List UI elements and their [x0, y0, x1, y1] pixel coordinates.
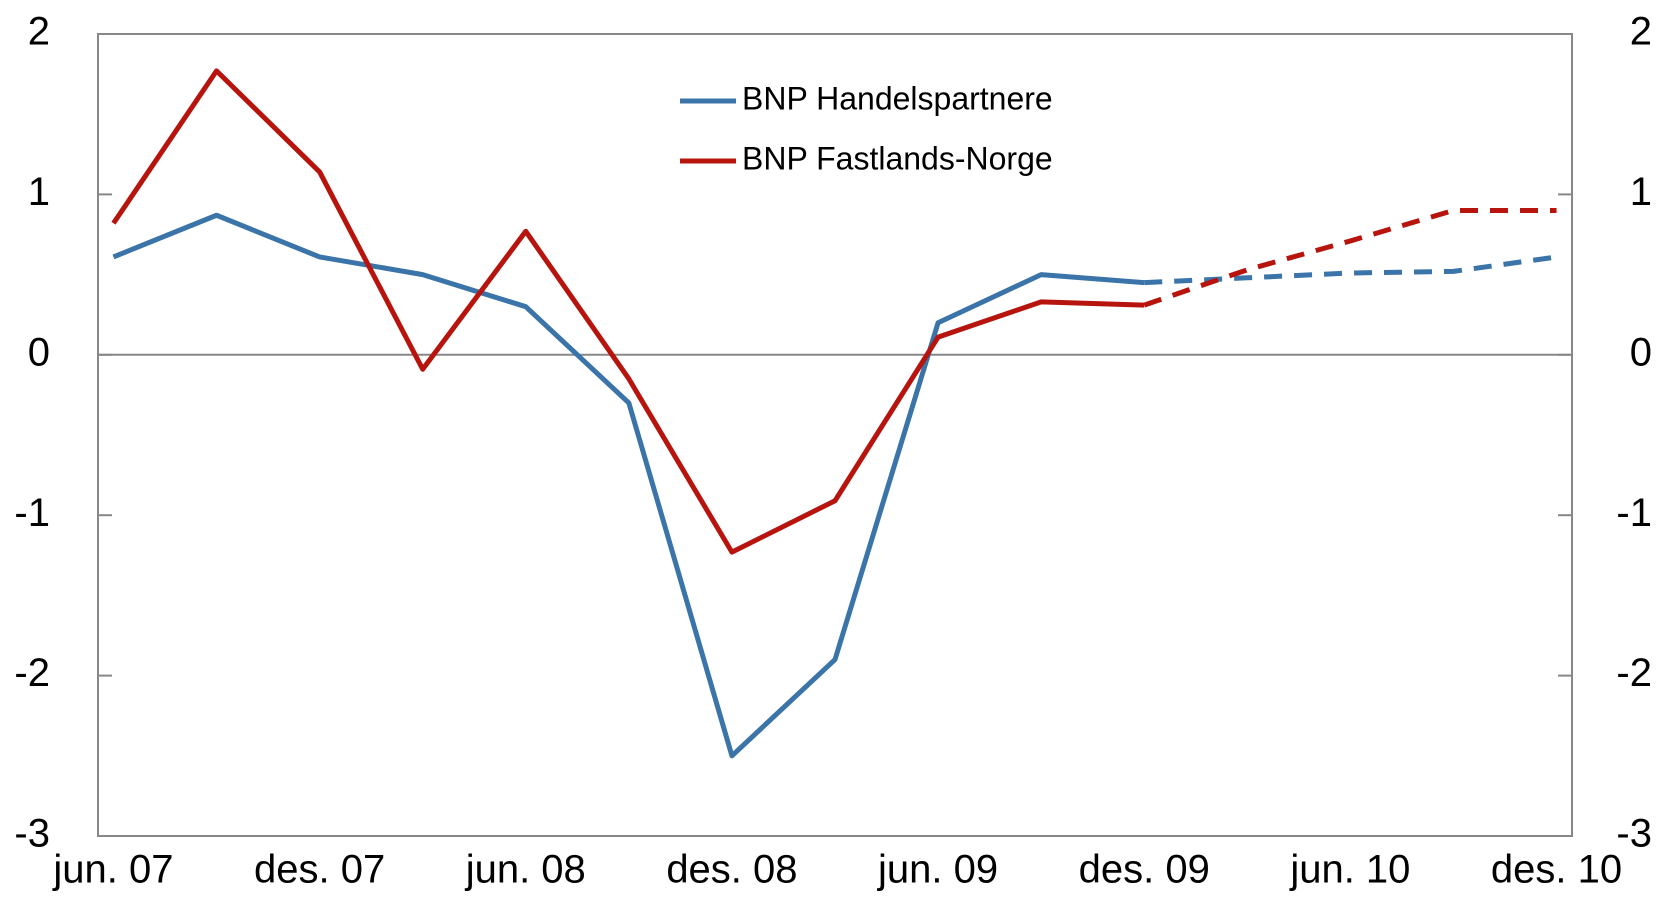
- x-tick-label: des. 09: [1079, 848, 1210, 892]
- legend-label: BNP Handelspartnere: [742, 80, 1053, 116]
- y-tick-label: -3: [14, 812, 50, 856]
- x-tick-label: des. 08: [666, 848, 797, 892]
- x-tick-label: des. 07: [254, 848, 385, 892]
- series-line: [112, 212, 1145, 759]
- x-tick-label: jun. 09: [877, 848, 998, 892]
- plot-frame: [97, 33, 1573, 837]
- y-tick-label: -2: [14, 651, 50, 695]
- y2-tick-label: 1: [1630, 170, 1652, 214]
- series-line-dashed: [1144, 254, 1557, 286]
- legend-label: BNP Fastlands-Norge: [742, 140, 1053, 176]
- y-tick-label: 2: [28, 10, 50, 54]
- y-tick-label: 1: [28, 170, 50, 214]
- series-line: [111, 68, 1145, 555]
- y-tick-label: -1: [14, 491, 50, 535]
- y2-tick-label: -2: [1616, 651, 1652, 695]
- x-tick-label: jun. 08: [465, 848, 586, 892]
- y2-tick-label: -1: [1616, 491, 1652, 535]
- x-tick-label: jun. 07: [52, 848, 173, 892]
- y2-tick-label: -3: [1616, 812, 1652, 856]
- y2-tick-label: 2: [1630, 10, 1652, 54]
- x-tick-label: jun. 10: [1289, 848, 1410, 892]
- y2-tick-label: 0: [1630, 330, 1652, 374]
- series-line-dashed: [1143, 207, 1557, 308]
- y-tick-label: 0: [28, 330, 50, 374]
- x-tick-label: des. 10: [1491, 848, 1622, 892]
